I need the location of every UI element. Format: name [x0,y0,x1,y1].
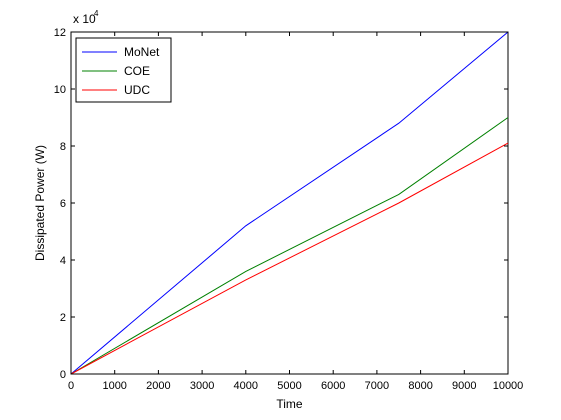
series-layer [70,31,509,375]
series-line-udc [70,142,509,375]
y-tick-label: 2 [60,312,66,324]
y-tick-label: 8 [60,141,66,153]
y-exponent-base: x 10 [73,12,96,26]
x-axis-label: Time [276,397,303,411]
legend-label-coe: COE [124,64,150,78]
y-axis-label: Dissipated Power (W) [33,145,47,261]
legend-label-udc: UDC [124,83,150,97]
x-tick-label: 8000 [408,380,432,392]
legend-box [75,37,172,103]
x-tick-label: 3000 [190,380,214,392]
y-axis-ticks: 0 2 4 6 8 10 12 [54,27,508,381]
y-tick-label: 0 [60,369,66,381]
y-tick-label: 6 [60,198,66,210]
x-tick-label: 4000 [234,380,258,392]
x-tick-label: 9000 [452,380,476,392]
x-tick-label: 10000 [493,380,524,392]
x-tick-label: 7000 [365,380,389,392]
series-line-monet [70,31,509,375]
x-tick-label: 5000 [277,380,301,392]
legend-label-monet: MoNet [124,45,160,59]
x-tick-label: 1000 [102,380,126,392]
x-axis-ticks: 0 1000 2000 3000 4000 5000 6000 7000 8000 9000 100… [68,32,523,392]
x-tick-label: 6000 [321,380,345,392]
y-tick-label: 12 [54,27,66,39]
y-tick-label: 10 [54,84,66,96]
x-tick-label: 0 [68,380,74,392]
legend: MoNet COE UDC [75,37,172,103]
y-exponent-power: 4 [94,9,99,18]
series-line-coe [70,117,509,375]
x-tick-label: 2000 [146,380,170,392]
y-tick-label: 4 [60,255,66,267]
